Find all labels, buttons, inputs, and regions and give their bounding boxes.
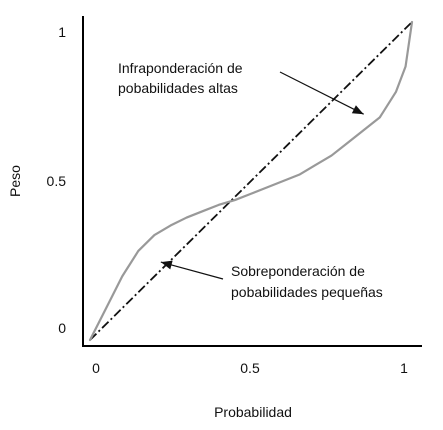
x-tick-label-2: 1 [400,360,408,376]
upper-annotation-arrow [279,71,364,115]
y-axis-title: Peso [7,165,23,197]
lower-annotation-arrow-head [160,260,173,270]
upper-annotation-arrow-head [351,105,364,115]
x-tick-label-0: 0 [92,360,100,376]
y-tick-label-0: 0 [58,320,66,336]
upper-annotation-arrow-shaft [279,71,364,115]
y-tick-label-2: 1 [58,24,66,40]
lower-annotation-arrow [160,260,224,280]
y-tick-label-1: 0.5 [47,173,67,189]
annotation-lower-line-1: Sobreponderación de [231,263,365,279]
annotation-upper-line-1: Infraponderación de [118,60,243,76]
annotation-lower-line-2: pobabilidades pequeñas [231,284,383,300]
annotation-upper-line-2: pobabilidades altas [118,80,238,96]
weighting-curve-line [88,20,414,342]
x-axis-title: Probabilidad [214,404,292,420]
x-tick-label-1: 0.5 [240,360,260,376]
reference-diagonal-line [89,21,413,341]
